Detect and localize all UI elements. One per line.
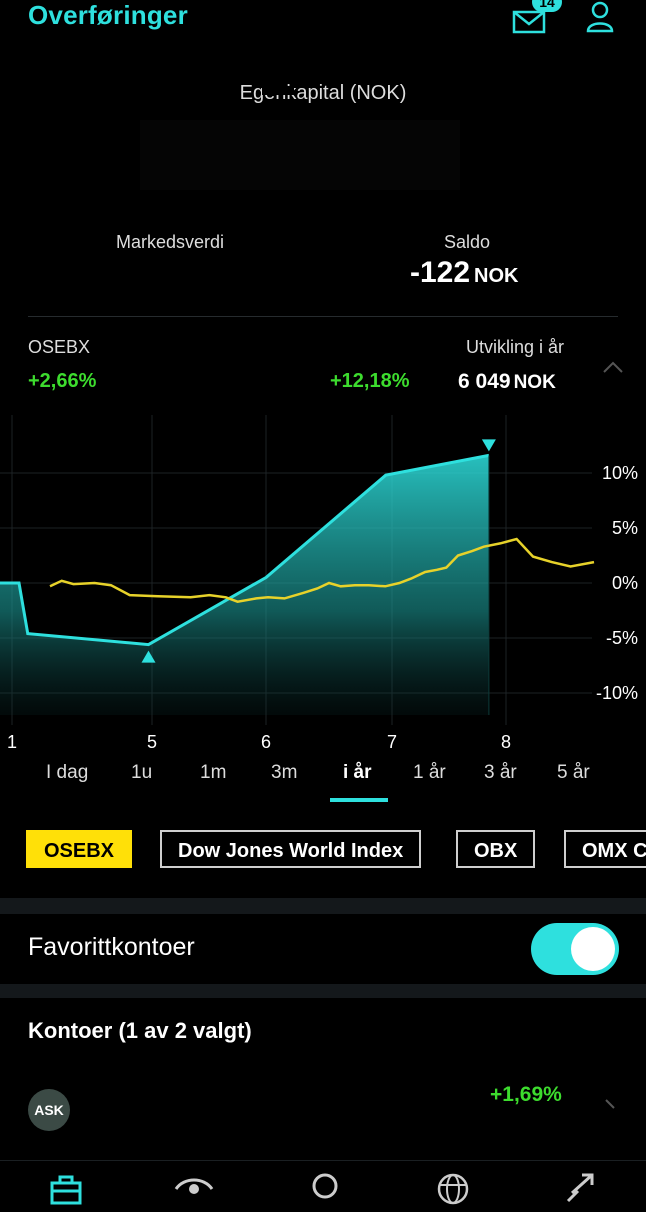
briefcase-icon[interactable] [48, 1171, 84, 1207]
development-label: Utvikling i år [466, 337, 564, 358]
y-tick-label: -5% [606, 628, 638, 648]
period-option[interactable]: 5 år [557, 762, 590, 784]
y-tick-label: 10% [602, 463, 638, 483]
equity-label: Egenkapital (NOK) [0, 82, 646, 105]
period-selector: I dag 1u 1m 3m i år 1 år 3 år 5 år [0, 762, 646, 802]
period-option[interactable]: 1u [131, 762, 152, 784]
page-title[interactable]: Overføringer [28, 0, 188, 31]
unread-badge: 14 [532, 0, 562, 12]
x-tick-label: 6 [261, 732, 271, 752]
balance-label: Saldo [444, 232, 490, 253]
profile-button[interactable] [584, 0, 616, 34]
market-value-label: Markedsverdi [116, 232, 224, 253]
index-chip[interactable]: Dow Jones World Index [160, 830, 421, 868]
development-percent: +12,18% [330, 370, 410, 393]
divider [28, 316, 618, 317]
index-chip[interactable]: OBX [456, 830, 535, 868]
development-currency: NOK [514, 372, 556, 393]
toggle-knob [571, 927, 615, 971]
search-icon[interactable] [308, 1171, 344, 1207]
x-tick-label: 7 [387, 732, 397, 752]
period-active-indicator [330, 798, 388, 802]
account-change: +1,69% [490, 1083, 562, 1107]
x-tick-label: 5 [147, 732, 157, 752]
y-tick-label: -10% [596, 683, 638, 703]
period-option[interactable]: 3 år [484, 762, 517, 784]
index-change: +2,66% [28, 370, 96, 393]
index-chip[interactable]: OSEBX [26, 830, 132, 868]
section-separator [0, 984, 646, 998]
avatar: ASK [28, 1089, 70, 1131]
transfer-icon[interactable] [564, 1171, 600, 1207]
eye-icon[interactable] [174, 1171, 210, 1207]
x-tick-label: 1 [7, 732, 17, 752]
development-value: 6 049 [458, 370, 511, 393]
balance-amount: -122 [410, 256, 470, 289]
y-tick-label: 5% [612, 518, 638, 538]
redacted-equity-value [140, 120, 460, 190]
period-option[interactable]: 1 år [413, 762, 446, 784]
section-separator [0, 898, 646, 914]
y-tick-label: 0% [612, 573, 638, 593]
redaction-mask [262, 86, 294, 95]
collapse-button[interactable] [600, 356, 626, 378]
period-option[interactable]: i år [343, 762, 372, 784]
mail-button[interactable]: 14 [512, 2, 552, 36]
performance-chart[interactable]: 10% 5% 0% -5% -10% 1 5 6 7 8 [0, 415, 646, 760]
index-chip-row: OSEBX Dow Jones World Index OBX OMX C [0, 830, 646, 872]
max-marker [482, 439, 496, 451]
mail-icon [512, 8, 548, 38]
favorites-toggle[interactable] [531, 923, 619, 975]
chevron-up-icon [600, 356, 626, 378]
index-chip[interactable]: OMX C [564, 830, 646, 868]
user-icon [584, 0, 616, 34]
accounts-title: Kontoer (1 av 2 valgt) [28, 1018, 252, 1044]
favorites-label: Favorittkontoer [28, 933, 195, 962]
globe-icon[interactable] [436, 1171, 472, 1207]
chevron-right-icon [602, 1096, 618, 1112]
period-option[interactable]: I dag [46, 762, 88, 784]
index-name: OSEBX [28, 337, 90, 358]
bottom-navigation [0, 1160, 646, 1201]
period-option[interactable]: 3m [271, 762, 297, 784]
balance-currency: NOK [474, 265, 518, 287]
period-option[interactable]: 1m [200, 762, 226, 784]
x-tick-label: 8 [501, 732, 511, 752]
